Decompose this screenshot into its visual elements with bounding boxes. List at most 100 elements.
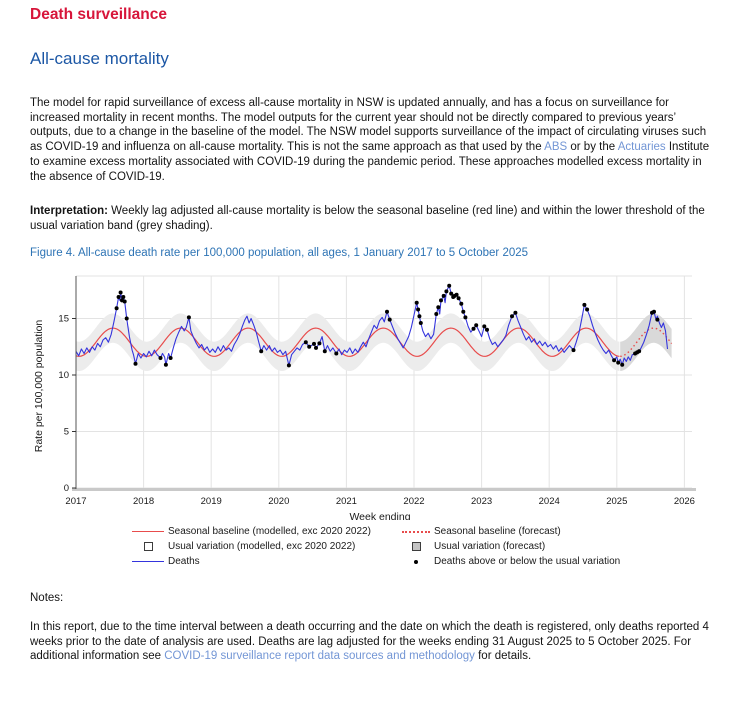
x-tick-label: 2018 [133, 496, 154, 507]
notes-paragraph: In this report, due to the time interval… [30, 620, 716, 664]
outlier-dot [463, 315, 468, 320]
outlier-dot [322, 349, 327, 354]
legend-row: Usual variation (modelled, exc 2020 2022… [128, 539, 688, 554]
outlier-dot [510, 314, 514, 319]
outlier-dot [454, 292, 459, 297]
interpretation-label: Interpretation: [30, 205, 108, 217]
outlier-dot [116, 295, 121, 299]
y-tick-label: 5 [64, 427, 69, 438]
outlier-dot [163, 362, 168, 367]
usual-variation-band-forecast [620, 313, 672, 371]
legend-label: Usual variation (modelled, exc 2020 2022… [168, 541, 356, 552]
outlier-dot [158, 356, 163, 360]
outlier-dot [655, 317, 660, 322]
outlier-dot [168, 356, 173, 360]
outlier-dot [312, 341, 316, 346]
x-tick-label: 2021 [336, 496, 357, 507]
interpretation-text: Weekly lag adjusted all-cause mortality … [30, 205, 705, 232]
outlier-dot [114, 306, 119, 311]
outlier-dot [585, 307, 590, 312]
notes-text-2: for details. [474, 650, 532, 663]
x-tick-label: 2026 [674, 496, 695, 507]
intro-text-3: Institute to examine excess mortality as… [30, 141, 710, 183]
x-axis-title: Week ending [349, 511, 410, 520]
usual-variation-band [76, 313, 620, 371]
outlier-dot [122, 299, 127, 304]
y-tick-label: 0 [64, 483, 69, 494]
outlier-dot [418, 321, 423, 325]
x-tick-label: 2017 [65, 496, 86, 507]
outlier-dot [612, 358, 617, 363]
legend-label: Usual variation (forecast) [434, 541, 546, 552]
outlier-dot [571, 348, 576, 353]
outlier-dot [471, 326, 476, 331]
y-tick-label: 10 [58, 370, 69, 381]
legend-swatch-usual-variation-forecast-square [398, 542, 434, 551]
outlier-dot [439, 298, 443, 303]
legend-swatch-deaths-line [128, 561, 168, 562]
deaths-line [75, 285, 669, 366]
legend-label: Seasonal baseline (forecast) [434, 526, 561, 537]
outlier-dot [444, 289, 449, 294]
outlier-dot [620, 362, 625, 367]
legend-label: Deaths [168, 556, 200, 567]
outlier-dot [582, 302, 587, 307]
abs-link[interactable]: ABS [544, 141, 568, 154]
outlier-dot [456, 296, 461, 301]
actuaries-link[interactable]: Actuaries [617, 141, 666, 154]
figure-caption: Figure 4. All-cause death rate per 100,0… [30, 247, 529, 259]
outlier-dot [303, 340, 308, 345]
legend-swatch-baseline-line [128, 531, 168, 532]
outlier-dot [459, 301, 464, 306]
outlier-dot [186, 315, 191, 320]
seasonal-baseline-line [75, 327, 620, 357]
outlier-dot [637, 349, 642, 354]
notes-text-1: In this report, due to the time interval… [30, 621, 709, 663]
legend-swatch-baseline-forecast-line [398, 530, 434, 533]
x-tick-label: 2022 [403, 496, 424, 507]
outlier-dot [417, 314, 422, 319]
outlier-dot [449, 291, 454, 296]
mortality-chart: 0 5 10 15 2017 2018 2019 2020 2021 2022 2023 2024 20… [33, 275, 696, 520]
y-axis-title: Rate per 100,000 population [33, 320, 45, 453]
outlier-dot [441, 293, 446, 298]
x-tick-label: 2025 [606, 496, 627, 507]
outlier-dot [286, 363, 291, 368]
interpretation-paragraph: Interpretation: Weekly lag adjusted all-… [30, 204, 716, 233]
outlier-dot [387, 317, 392, 322]
outlier-dot [317, 341, 322, 346]
intro-text-1: The model for rapid surveillance of exce… [30, 97, 707, 154]
x-tick-label: 2024 [539, 496, 560, 507]
outlier-dot [474, 323, 479, 328]
outlier-dot [259, 349, 264, 354]
page-title: Death surveillance [30, 6, 167, 23]
legend-label: Deaths above or below the usual variatio… [434, 556, 621, 567]
y-tick-label: 15 [58, 314, 69, 325]
outlier-dot [436, 305, 441, 310]
outlier-dot [616, 360, 621, 365]
notes-label: Notes: [30, 592, 64, 604]
outlier-dot [118, 290, 123, 295]
outlier-dot [652, 309, 656, 314]
outlier-dot [133, 361, 138, 366]
legend-label: Seasonal baseline (modelled, exc 2020 20… [168, 526, 371, 537]
seasonal-baseline-forecast-line [620, 327, 673, 357]
legend-row: Seasonal baseline (modelled, exc 2020 20… [128, 524, 688, 539]
legend-swatch-outlier-dot [398, 559, 434, 564]
legend-row: Deaths Deaths above or below the usual v… [128, 554, 688, 569]
outlier-dot [314, 345, 318, 350]
methodology-link[interactable]: COVID-19 surveillance report data source… [164, 650, 475, 663]
chart-legend: Seasonal baseline (modelled, exc 2020 20… [128, 524, 688, 569]
outlier-dot [416, 307, 421, 312]
outlier-dot [121, 295, 126, 299]
section-title: All-cause mortality [30, 49, 169, 68]
outlier-dot [482, 324, 487, 329]
outlier-dot [124, 316, 129, 321]
outlier-dot [434, 312, 439, 316]
outlier-dot [385, 309, 389, 314]
x-tick-label: 2020 [268, 496, 289, 507]
outlier-dot [513, 310, 518, 315]
outlier-dot [307, 344, 312, 349]
outlier-dot [485, 327, 489, 332]
